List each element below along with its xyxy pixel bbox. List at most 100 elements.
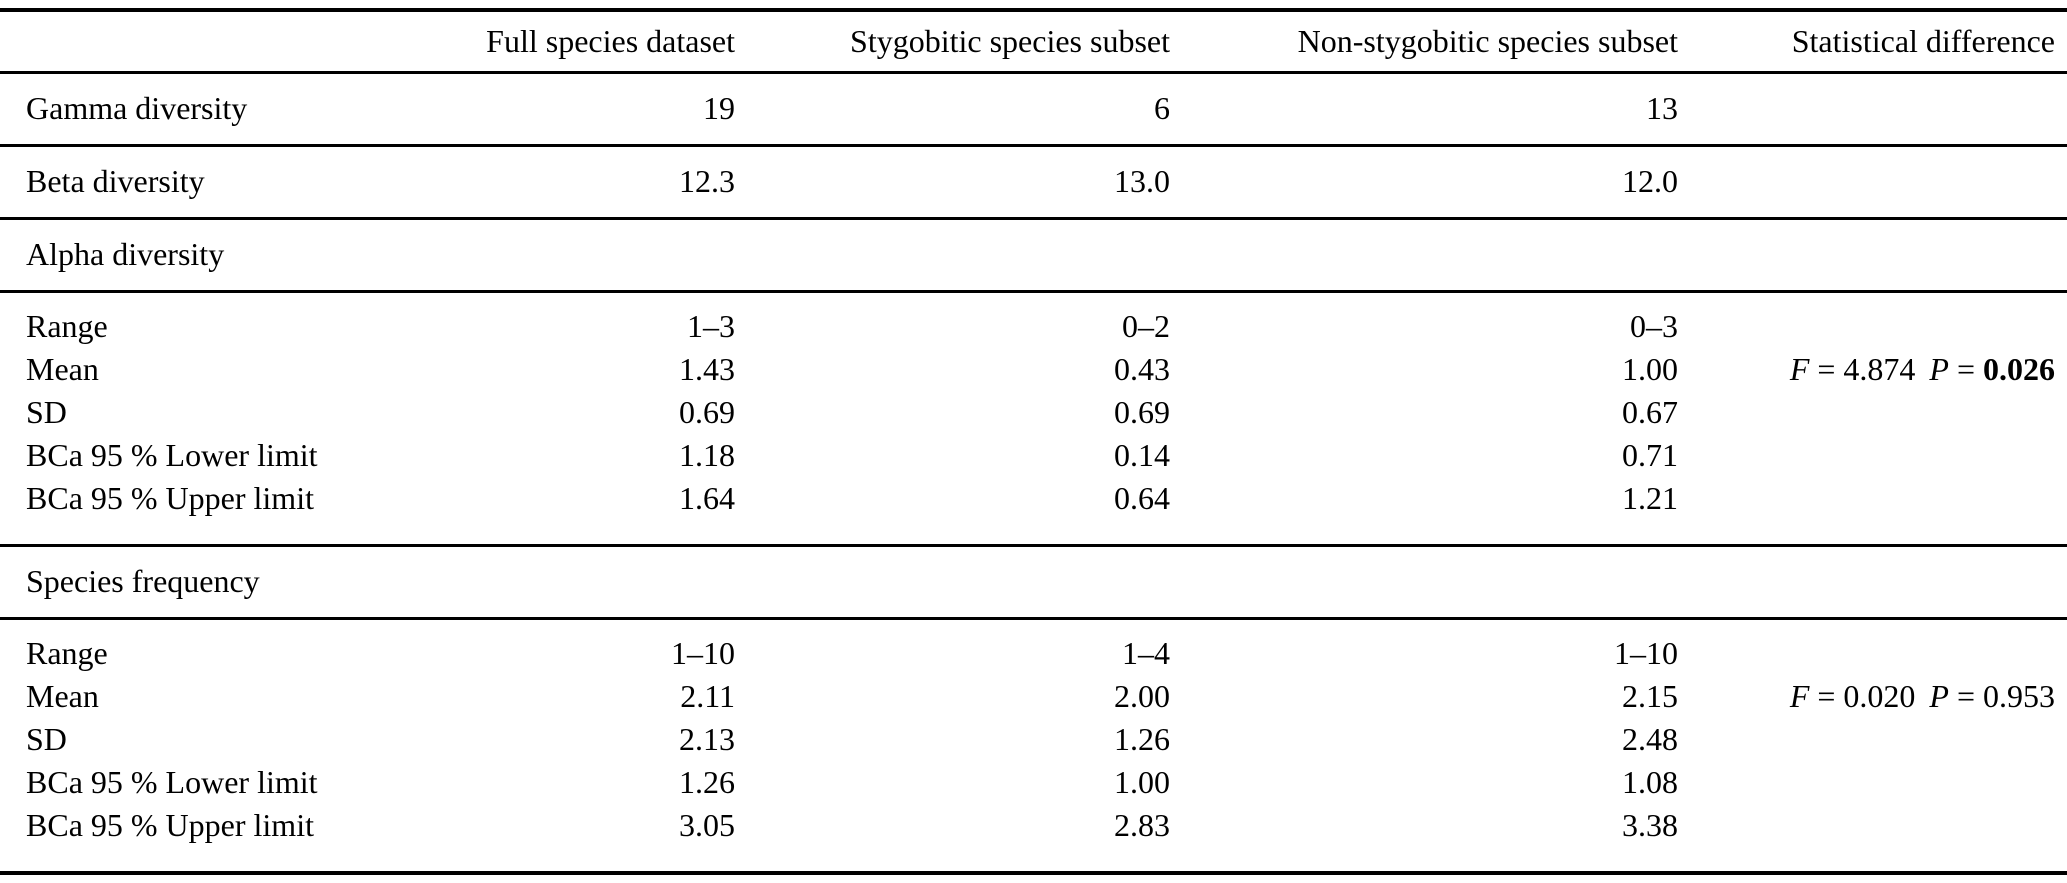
section-row: Species frequency	[0, 545, 2067, 620]
table-row: Mean 1.43 0.43 1.00 F = 4.874 P = 0.026	[0, 348, 2067, 391]
row-label: BCa 95 % Upper limit	[0, 476, 420, 547]
table-header-row: Full species dataset Stygobitic species s…	[0, 10, 2067, 74]
stat-cell	[1678, 618, 2067, 675]
value-cell: 1.26	[1114, 720, 1170, 757]
p-equals: =	[1956, 350, 1975, 387]
statistic-text: F = 4.874 P = 0.026	[1790, 351, 2055, 387]
row-label: Beta diversity	[0, 145, 420, 220]
statistic-text: F = 0.020 P = 0.953	[1790, 678, 2055, 714]
value-cell: 13	[1170, 72, 1678, 147]
diversity-statistics-table: Full species dataset Stygobitic species s…	[0, 8, 2067, 875]
stat-cell	[1678, 72, 2067, 147]
stat-cell	[1678, 391, 2067, 434]
value-cell: 2.83	[735, 803, 1170, 874]
p-symbol: P	[1929, 350, 1949, 387]
table-row: BCa 95 % Upper limit 3.05 2.83 3.38	[0, 803, 2067, 874]
value-cell: 1.18	[679, 436, 735, 473]
value-cell: 0.67	[1622, 393, 1678, 430]
row-label: Mean	[26, 677, 99, 714]
value-cell: 0.69	[679, 393, 735, 430]
stat-cell: F = 4.874 P = 0.026	[1678, 348, 2067, 391]
value-cell: 1–4	[1122, 634, 1170, 671]
f-value: 4.874	[1843, 350, 1916, 387]
row-label: BCa 95 % Lower limit	[26, 763, 318, 800]
value-cell: 6	[735, 72, 1170, 147]
value-cell: 2.48	[1622, 720, 1678, 757]
stat-cell	[1678, 291, 2067, 348]
paper-table-page: Full species dataset Stygobitic species s…	[0, 8, 2067, 875]
p-symbol: P	[1929, 677, 1949, 714]
value-cell: 1–10	[671, 634, 735, 671]
p-value: 0.026	[1983, 350, 2055, 387]
value-cell: 1.00	[1622, 350, 1678, 387]
f-symbol: F	[1789, 677, 1810, 714]
value-cell: 0–2	[1122, 307, 1170, 344]
value-cell: 2.13	[679, 720, 735, 757]
value-cell: 1.64	[420, 476, 735, 547]
stat-cell	[1678, 476, 2067, 547]
section-row: Alpha diversity	[0, 218, 2067, 293]
stat-cell	[1678, 803, 2067, 874]
table-row: SD 2.13 1.26 2.48	[0, 718, 2067, 761]
value-cell: 1–10	[1614, 634, 1678, 671]
header-cell-3: Non-stygobitic species subset	[1170, 10, 1678, 74]
table-row: Range 1–3 0–2 0–3	[0, 291, 2067, 348]
row-label: Mean	[26, 350, 99, 387]
stat-cell	[1678, 145, 2067, 220]
row-label: Gamma diversity	[0, 72, 420, 147]
table-row: SD 0.69 0.69 0.67	[0, 391, 2067, 434]
p-equals: =	[1956, 677, 1975, 714]
row-label: Range	[26, 307, 108, 344]
stat-cell	[1678, 761, 2067, 804]
table-row: Mean 2.11 2.00 2.15 F = 0.020 P = 0.953	[0, 675, 2067, 718]
header-cell-2: Stygobitic species subset	[735, 10, 1170, 74]
row-label: Range	[26, 634, 108, 671]
table-row: Gamma diversity 19 6 13	[0, 72, 2067, 147]
value-cell: 0.64	[735, 476, 1170, 547]
value-cell: 0.69	[1114, 393, 1170, 430]
f-value: 0.020	[1843, 677, 1916, 714]
row-label: SD	[26, 393, 67, 430]
value-cell: 1.21	[1170, 476, 1678, 547]
header-cell-row-label	[0, 10, 420, 74]
stat-cell: F = 0.020 P = 0.953	[1678, 675, 2067, 718]
value-cell: 2.11	[680, 677, 735, 714]
f-equals: =	[1817, 350, 1836, 387]
value-cell: 13.0	[735, 145, 1170, 220]
table-body: Gamma diversity 19 6 13 Beta diversity 12.3 13…	[0, 72, 2067, 874]
value-cell: 0–3	[1630, 307, 1678, 344]
value-cell: 1.26	[679, 763, 735, 800]
row-label: BCa 95 % Upper limit	[0, 803, 420, 874]
value-cell: 2.15	[1622, 677, 1678, 714]
table-row: BCa 95 % Upper limit 1.64 0.64 1.21	[0, 476, 2067, 547]
f-symbol: F	[1789, 350, 1810, 387]
row-label: BCa 95 % Lower limit	[26, 436, 318, 473]
header-cell-1: Full species dataset	[420, 10, 735, 74]
value-cell: 19	[420, 72, 735, 147]
table-header: Full species dataset Stygobitic species s…	[0, 10, 2067, 74]
value-cell: 3.38	[1170, 803, 1678, 874]
value-cell: 12.0	[1170, 145, 1678, 220]
table-row: BCa 95 % Lower limit 1.26 1.00 1.08	[0, 761, 2067, 804]
value-cell: 1.43	[679, 350, 735, 387]
table-row: Beta diversity 12.3 13.0 12.0	[0, 145, 2067, 220]
value-cell: 1.00	[1114, 763, 1170, 800]
table-row: BCa 95 % Lower limit 1.18 0.14 0.71	[0, 434, 2067, 477]
section-header: Species frequency	[0, 545, 2067, 620]
header-cell-4: Statistical difference	[1678, 10, 2067, 74]
stat-cell	[1678, 434, 2067, 477]
value-cell: 1.08	[1622, 763, 1678, 800]
row-label: SD	[26, 720, 67, 757]
f-equals: =	[1817, 677, 1836, 714]
p-value: 0.953	[1983, 677, 2055, 714]
table-row: Range 1–10 1–4 1–10	[0, 618, 2067, 675]
section-header: Alpha diversity	[0, 218, 2067, 293]
value-cell: 0.14	[1114, 436, 1170, 473]
stat-cell	[1678, 718, 2067, 761]
value-cell: 1–3	[687, 307, 735, 344]
value-cell: 2.00	[1114, 677, 1170, 714]
value-cell: 0.71	[1622, 436, 1678, 473]
value-cell: 0.43	[1114, 350, 1170, 387]
value-cell: 12.3	[420, 145, 735, 220]
value-cell: 3.05	[420, 803, 735, 874]
